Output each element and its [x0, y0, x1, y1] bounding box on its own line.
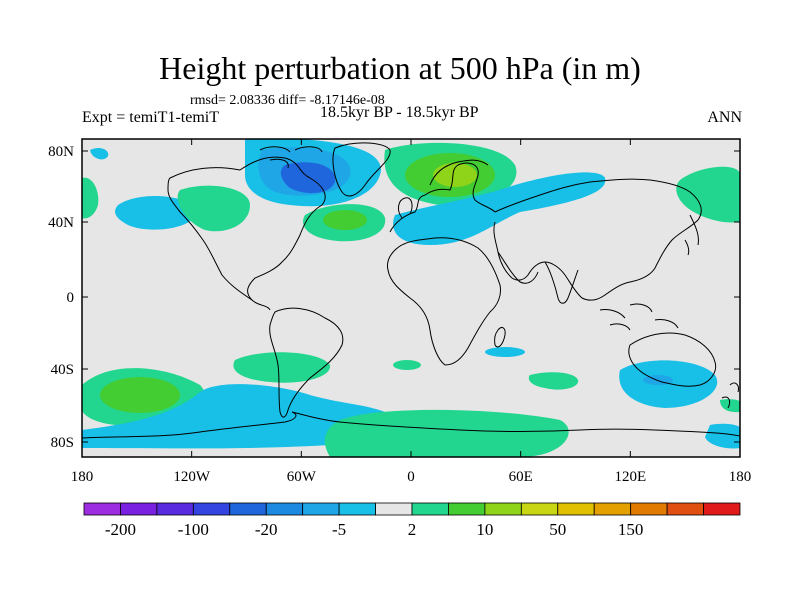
anomaly-region-blue: [485, 347, 525, 357]
coastline-madagascar: [494, 327, 506, 348]
coastline-africa: [387, 237, 501, 366]
colorbar-swatch: [593, 502, 632, 516]
colorbar-swatch: [703, 502, 741, 516]
colorbar-label: 150: [618, 520, 644, 539]
colorbar-swatch: [411, 502, 449, 516]
coastline-new-zealand: [721, 382, 739, 409]
anomaly-region-green: [528, 372, 579, 390]
anomaly-region-blue-core: [280, 162, 336, 194]
anomaly-region-blue: [115, 195, 196, 230]
coastline-scandinavia: [429, 159, 489, 186]
colorbar-swatch: [120, 502, 158, 516]
coastline-south-america: [269, 307, 344, 418]
colorbar-label: -20: [255, 520, 278, 539]
colorbar-label: 10: [476, 520, 493, 539]
period-label: 18.5kyr BP - 18.5kyr BP: [320, 104, 479, 121]
x-tick-label: 0: [407, 469, 415, 485]
colorbar-swatch: [229, 502, 267, 516]
colorbar-label: -5: [332, 520, 346, 539]
colorbar-swatch: [520, 502, 559, 516]
stats-line: rmsd= 2.08336 diff= -8.17146e-08: [190, 93, 385, 108]
anomaly-region-green: [720, 399, 740, 413]
colorbar-label: -100: [178, 520, 209, 539]
coastline-indonesia: [599, 303, 679, 331]
coastline-japan: [684, 214, 699, 256]
x-tick-label: 180: [729, 469, 752, 485]
anomaly-region-green-core: [100, 377, 180, 413]
colorbar-swatch: [375, 502, 413, 516]
coastline-north-america: [167, 156, 326, 311]
coastline-europe: [389, 162, 496, 233]
y-tick-label: 0: [67, 290, 75, 306]
coastline-arabia: [497, 251, 539, 284]
x-tick-label: 60W: [287, 469, 317, 485]
anomaly-region-blue: [82, 384, 398, 449]
x-tick-label: 120E: [614, 469, 646, 485]
coastline-greenland: [332, 142, 391, 197]
colorbar-swatch: [448, 502, 486, 516]
colorbar-swatch: [484, 502, 522, 516]
y-tick-label: 40S: [51, 362, 74, 378]
anomaly-region-blue: [705, 423, 740, 449]
plot-title: Height perturbation at 500 hPa (in m): [159, 50, 641, 86]
coastline-australia: [628, 332, 717, 387]
colorbar: -200 -100 -20 -5 2 10 50 150: [83, 502, 741, 539]
x-tick-label: 120W: [173, 469, 211, 485]
contour-fill-layer: [82, 139, 740, 457]
coastline-arctic-islands: [259, 146, 323, 169]
map-axes: 180 120W 60W 0 60E 120E 180 80N 40N 0 40S 80S: [48, 139, 751, 485]
colorbar-swatch: [83, 502, 121, 516]
y-tick-label: 40N: [48, 215, 74, 231]
x-tick-label: 60E: [509, 469, 533, 485]
colorbar-swatch: [666, 502, 704, 516]
colorbar-label: -200: [105, 520, 136, 539]
season-label: ANN: [707, 109, 742, 126]
colorbar-swatch: [630, 502, 668, 516]
experiment-label: Expt = temiT1-temiT: [82, 109, 219, 126]
anomaly-region-green: [393, 360, 421, 370]
coastline-antarctica: [82, 411, 740, 439]
x-tick-label: 180: [71, 469, 94, 485]
colorbar-swatch: [156, 502, 194, 516]
y-tick-label: 80S: [51, 435, 74, 451]
colorbar-swatch: [265, 502, 304, 516]
anomaly-region-blue: [90, 147, 109, 160]
anomaly-region-yellow-core: [433, 163, 477, 187]
colorbar-label: 2: [408, 520, 417, 539]
colorbar-swatch: [192, 502, 231, 516]
coastline-layer: [82, 142, 740, 439]
coastline-asia: [493, 178, 702, 301]
colorbar-swatch: [302, 502, 340, 516]
anomaly-region-blue: [619, 360, 718, 408]
anomaly-region-green: [82, 177, 99, 219]
anomaly-region-green: [324, 409, 569, 457]
anomaly-region-blue: [393, 172, 606, 245]
y-tick-label: 80N: [48, 144, 74, 160]
anomaly-region-green: [177, 185, 250, 232]
anomaly-region-green: [676, 166, 740, 223]
colorbar-label: 50: [549, 520, 566, 539]
coastline-india: [544, 261, 579, 304]
anomaly-region-green: [233, 352, 331, 383]
colorbar-swatch: [557, 502, 595, 516]
anomaly-region-green-core: [323, 210, 367, 230]
colorbar-swatch: [338, 502, 376, 516]
